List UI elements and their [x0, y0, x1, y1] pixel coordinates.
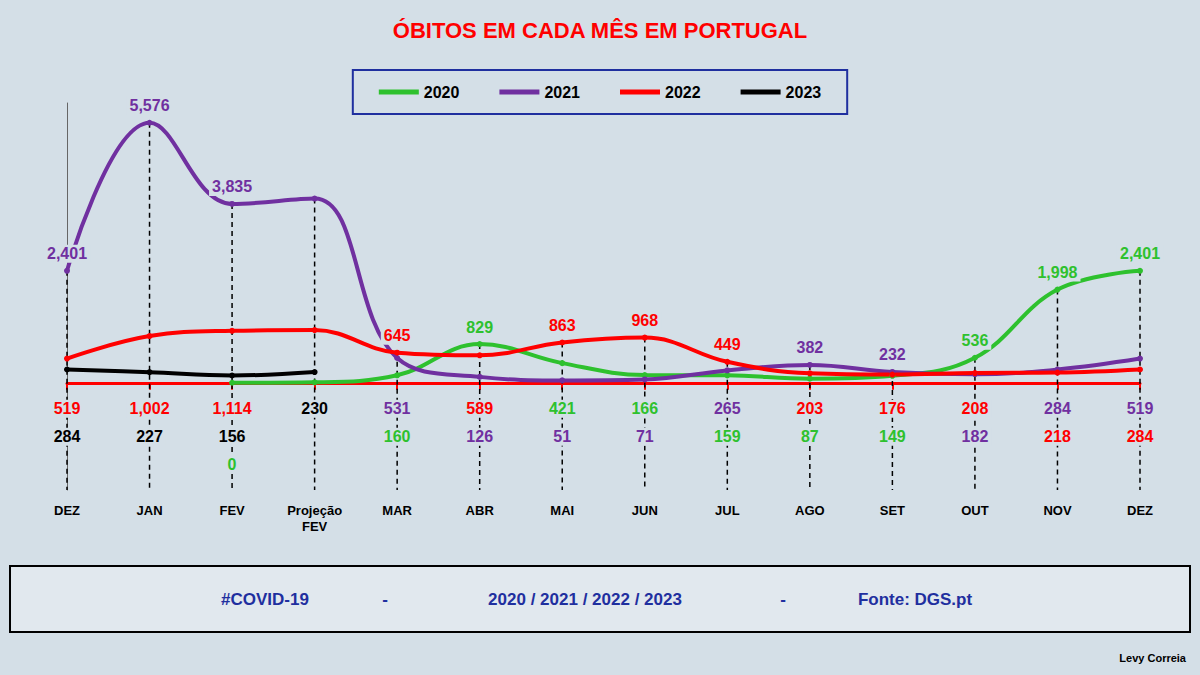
svg-text:Projeção: Projeção	[287, 503, 342, 518]
svg-text:2021: 2021	[544, 84, 580, 101]
svg-text:-: -	[780, 590, 786, 609]
svg-text:284: 284	[54, 428, 81, 445]
svg-text:519: 519	[1127, 400, 1154, 417]
svg-text:JUN: JUN	[632, 503, 658, 518]
svg-text:149: 149	[879, 428, 906, 445]
svg-text:2,401: 2,401	[1120, 245, 1160, 262]
svg-text:5,576: 5,576	[130, 97, 170, 114]
svg-text:645: 645	[384, 327, 411, 344]
svg-text:421: 421	[549, 400, 576, 417]
svg-text:1,114: 1,114	[212, 400, 251, 417]
svg-text:449: 449	[714, 336, 741, 353]
svg-text:Levy Correia: Levy Correia	[1119, 652, 1187, 664]
svg-text:DEZ: DEZ	[54, 503, 80, 518]
svg-text:519: 519	[54, 400, 81, 417]
svg-text:NOV: NOV	[1043, 503, 1072, 518]
svg-text:160: 160	[384, 428, 411, 445]
svg-text:FEV: FEV	[219, 503, 245, 518]
svg-text:230: 230	[301, 400, 328, 417]
svg-text:156: 156	[219, 428, 246, 445]
svg-text:203: 203	[796, 400, 823, 417]
svg-text:829: 829	[466, 319, 493, 336]
svg-text:87: 87	[801, 428, 819, 445]
svg-text:1,998: 1,998	[1037, 264, 1077, 281]
svg-text:284: 284	[1127, 428, 1154, 445]
svg-text:232: 232	[879, 346, 906, 363]
svg-text:DEZ: DEZ	[1127, 503, 1153, 518]
svg-text:176: 176	[879, 400, 906, 417]
svg-text:126: 126	[466, 428, 493, 445]
svg-text:531: 531	[384, 400, 411, 417]
svg-text:208: 208	[962, 400, 989, 417]
svg-text:JAN: JAN	[137, 503, 163, 518]
svg-text:218: 218	[1044, 428, 1071, 445]
svg-text:71: 71	[636, 428, 654, 445]
svg-text:OUT: OUT	[961, 503, 989, 518]
svg-text:182: 182	[962, 428, 989, 445]
svg-text:0: 0	[228, 456, 237, 473]
svg-text:284: 284	[1044, 400, 1071, 417]
svg-text:536: 536	[962, 332, 989, 349]
svg-text:2023: 2023	[786, 84, 822, 101]
svg-text:1,002: 1,002	[130, 400, 170, 417]
svg-text:265: 265	[714, 400, 741, 417]
svg-text:#COVID-19: #COVID-19	[221, 590, 309, 609]
svg-text:968: 968	[631, 312, 658, 329]
svg-text:JUL: JUL	[715, 503, 740, 518]
svg-text:Fonte: DGS.pt: Fonte: DGS.pt	[858, 590, 973, 609]
svg-text:-: -	[382, 590, 388, 609]
svg-text:863: 863	[549, 317, 576, 334]
svg-text:FEV: FEV	[302, 519, 328, 534]
svg-text:166: 166	[631, 400, 658, 417]
svg-text:MAR: MAR	[382, 503, 412, 518]
svg-text:2020 / 2021 / 2022 / 2023: 2020 / 2021 / 2022 / 2023	[488, 590, 682, 609]
svg-text:ÓBITOS EM CADA MÊS EM PORTUGAL: ÓBITOS EM CADA MÊS EM PORTUGAL	[393, 18, 807, 43]
svg-text:MAI: MAI	[550, 503, 574, 518]
svg-text:3,835: 3,835	[212, 178, 252, 195]
svg-text:ABR: ABR	[466, 503, 495, 518]
svg-text:227: 227	[136, 428, 163, 445]
svg-text:382: 382	[796, 339, 823, 356]
svg-text:2,401: 2,401	[47, 245, 87, 262]
svg-text:589: 589	[466, 400, 493, 417]
svg-text:51: 51	[553, 428, 571, 445]
svg-text:159: 159	[714, 428, 741, 445]
svg-text:AGO: AGO	[795, 503, 825, 518]
svg-text:2022: 2022	[665, 84, 701, 101]
svg-text:SET: SET	[880, 503, 905, 518]
svg-text:2020: 2020	[424, 84, 460, 101]
